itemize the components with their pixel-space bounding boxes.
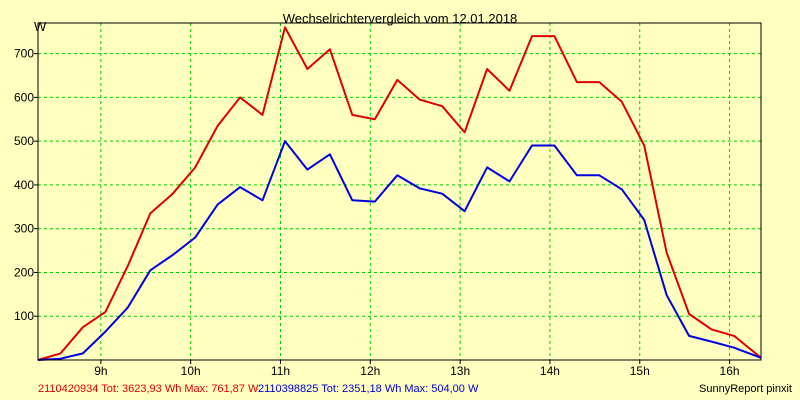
series-line-2110398825	[37, 140, 762, 361]
legend-entry-blue: 2110398825 Tot: 2351,18 Wh Max: 504,00 W	[258, 383, 479, 395]
y-tick-label: 100	[14, 309, 34, 323]
legend-entry-red: 2110420934 Tot: 3623,93 Wh Max: 761,87 W	[38, 383, 259, 395]
x-tick-label: 9h	[94, 364, 107, 378]
series-lines	[37, 26, 762, 361]
x-tick-label: 15h	[630, 364, 650, 378]
y-tick-label: 400	[14, 178, 34, 192]
x-tick-label: 16h	[720, 364, 740, 378]
chart-title: Wechselrichtervergleich vom 12.01.2018	[283, 11, 518, 26]
grid	[38, 23, 761, 360]
y-tick-label: 500	[14, 134, 34, 148]
y-tick-label: 300	[14, 222, 34, 236]
y-tick-label: 700	[14, 47, 34, 61]
x-tick-label: 11h	[271, 364, 290, 378]
y-axis-label: W	[34, 19, 47, 34]
y-axis: 100 200 300 400 500 600 700	[14, 47, 38, 323]
series-line-2110420934	[37, 26, 762, 361]
x-tick-label: 12h	[360, 364, 380, 378]
x-axis: 9h 10h 11h 12h 13h 14h 15h 16h	[94, 360, 740, 378]
x-tick-label: 13h	[450, 364, 470, 378]
plot-frame	[37, 22, 762, 361]
credit-label: SunnyReport pinxit	[699, 383, 792, 395]
x-tick-label: 10h	[181, 364, 201, 378]
y-tick-label: 600	[14, 90, 34, 104]
x-tick-label: 14h	[540, 364, 560, 378]
y-tick-label: 200	[14, 265, 34, 279]
